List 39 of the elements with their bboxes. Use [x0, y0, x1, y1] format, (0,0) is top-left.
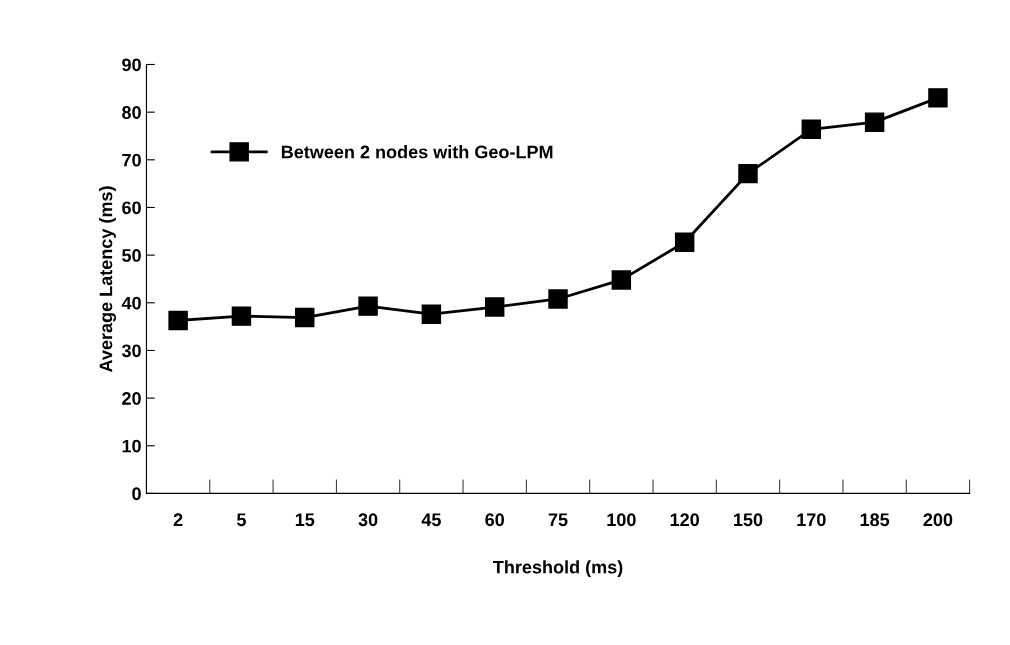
- y-tick-label: 50: [122, 249, 141, 262]
- x-tick-label: 15: [295, 513, 315, 527]
- y-tick-label: 40: [121, 296, 141, 310]
- legend-label: Between 2 nodes with Geo-LPM: [281, 145, 553, 159]
- point: [168, 310, 188, 331]
- x-tick-label: 185: [860, 513, 890, 527]
- point: [674, 232, 695, 252]
- y-axis-title: Average Latency (ms): [99, 186, 116, 372]
- x-tick-label: 120: [670, 513, 699, 527]
- x-tick-label: 5: [236, 513, 246, 527]
- x-tick-label: 30: [358, 513, 378, 527]
- point: [928, 88, 948, 108]
- point: [421, 304, 442, 324]
- x-tick-label: 150: [734, 513, 763, 527]
- x-axis-title: Threshold (ms): [493, 560, 623, 578]
- x-tick-label: 60: [485, 513, 505, 527]
- point: [358, 296, 378, 316]
- y-tick-label: 80: [122, 106, 141, 119]
- y-tick-label: 10: [122, 439, 141, 453]
- y-tick-label: 60: [122, 201, 141, 215]
- x-tick-label: 2: [173, 513, 183, 526]
- y-tick-label: 70: [122, 153, 141, 167]
- point: [801, 119, 822, 140]
- y-tick-label: 30: [121, 344, 141, 358]
- point: [611, 270, 632, 290]
- y-tick-label: 20: [122, 392, 141, 405]
- point: [231, 306, 252, 326]
- point: [295, 307, 315, 328]
- x-tick-label: 200: [923, 513, 953, 527]
- y-tick-label: 0: [132, 487, 141, 501]
- y-tick-label: 90: [122, 58, 141, 72]
- x-tick-label: 75: [548, 513, 568, 527]
- point: [738, 163, 758, 184]
- x-tick-label: 45: [421, 513, 441, 527]
- point: [484, 297, 505, 317]
- x-tick-label: 170: [797, 513, 826, 527]
- x-tick-label: 100: [607, 513, 636, 527]
- point: [864, 112, 885, 132]
- point: [548, 289, 568, 309]
